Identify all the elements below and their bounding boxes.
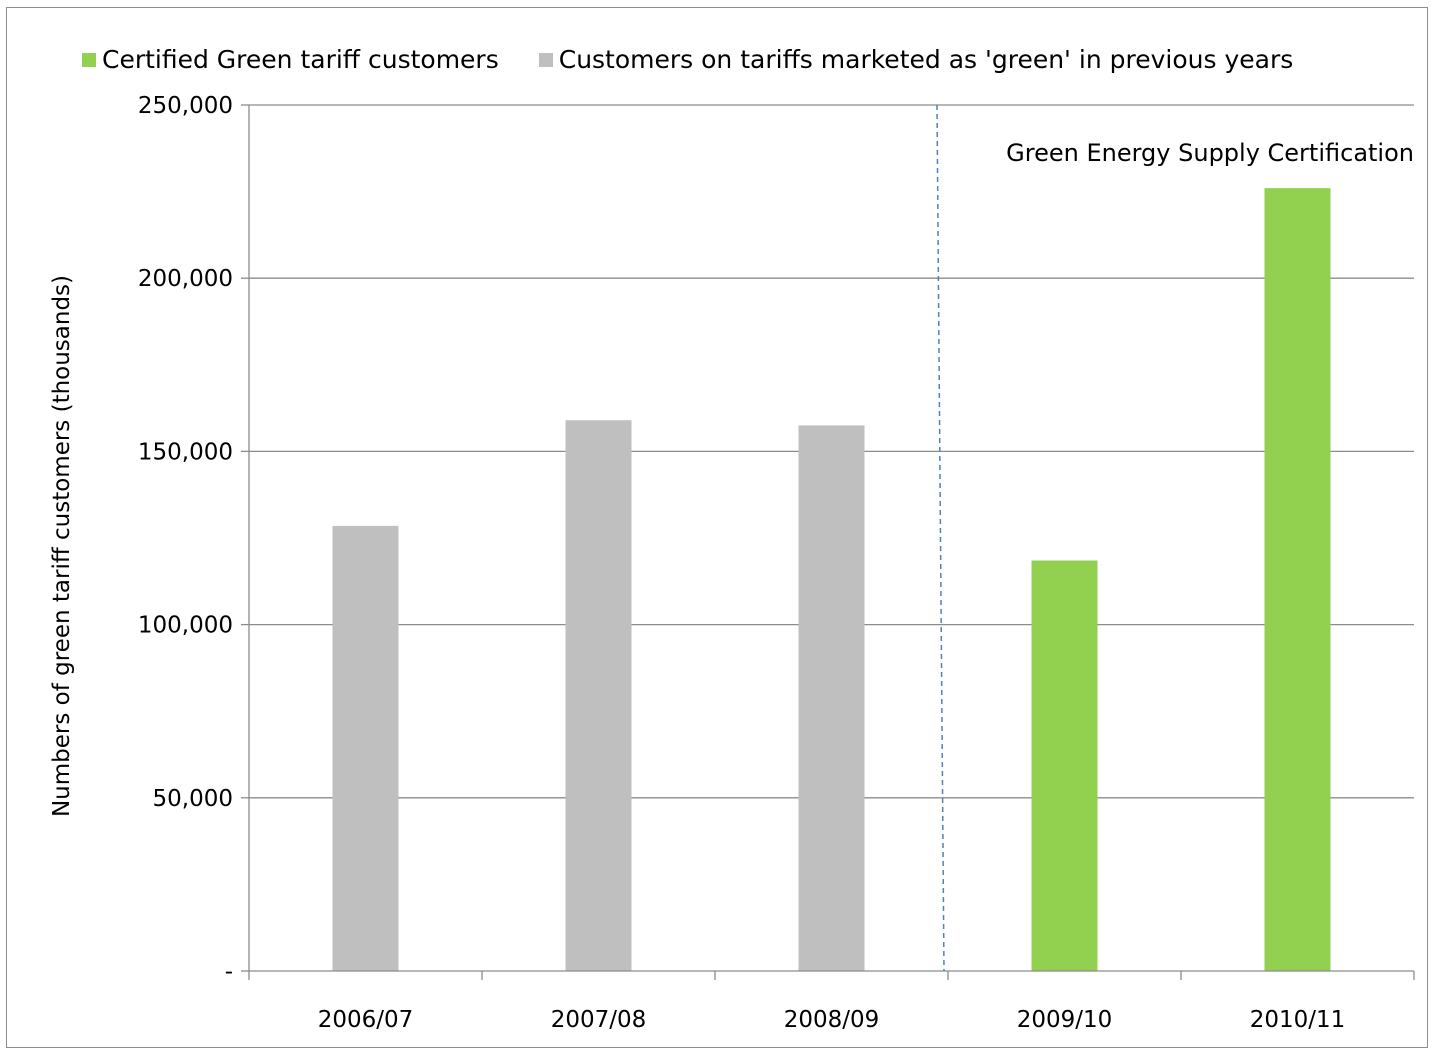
y-tick-label: 150,000 — [138, 439, 233, 465]
y-tick-label: 200,000 — [138, 266, 233, 292]
legend-item-marketed-green: Customers on tariffs marketed as 'green'… — [538, 45, 1294, 74]
legend-label-marketed-green: Customers on tariffs marketed as 'green'… — [558, 45, 1294, 74]
bar-2008-09 — [798, 425, 865, 971]
tick-labels: - 50,000 100,000 150,000 200,000 250,000 2006/… — [138, 93, 1345, 1033]
certification-divider-line — [936, 104, 945, 972]
bars — [332, 188, 1331, 972]
x-tick-label: 2008/09 — [784, 1007, 880, 1033]
x-tick-label: 2010/11 — [1250, 1007, 1346, 1033]
x-tick-label: 2009/10 — [1017, 1007, 1113, 1033]
certification-annotation: Green Energy Supply Certification — [1006, 139, 1414, 167]
x-tick-label: 2006/07 — [318, 1007, 414, 1033]
bar-2007-08 — [565, 420, 632, 971]
y-tick-label: 100,000 — [138, 613, 233, 639]
axes — [248, 105, 1415, 980]
legend: Certified Green tariff customers Custome… — [82, 45, 1333, 74]
legend-label-certified: Certified Green tariff customers — [102, 45, 499, 74]
bar-2006-07 — [332, 525, 399, 971]
chart-frame — [6, 7, 1428, 1048]
legend-swatch-certified — [82, 52, 96, 67]
y-tick-label: 250,000 — [138, 93, 233, 119]
y-tick-label: - — [225, 959, 233, 985]
x-tick-label: 2007/08 — [551, 1007, 647, 1033]
y-axis-title: Numbers of green tariff customers (thous… — [49, 275, 75, 817]
legend-swatch-marketed-green — [538, 52, 553, 67]
bar-2009-10 — [1031, 560, 1098, 971]
legend-item-certified: Certified Green tariff customers — [82, 45, 499, 74]
bar-2010-11 — [1264, 188, 1331, 972]
y-tick-label: 50,000 — [153, 786, 233, 812]
gridlines — [241, 104, 1414, 972]
